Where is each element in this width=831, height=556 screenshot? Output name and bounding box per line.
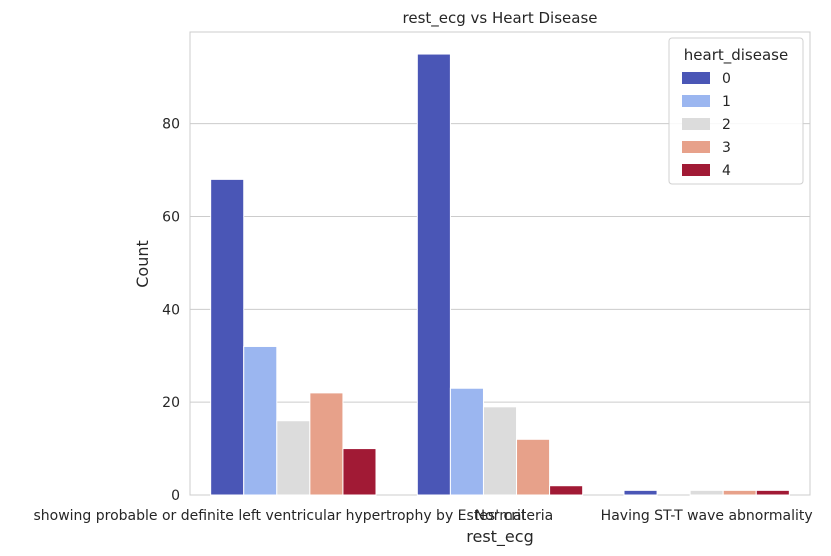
x-tick-label: Normal bbox=[475, 508, 526, 524]
legend-label: 1 bbox=[722, 94, 731, 110]
legend: heart_disease 0 1 2 3 4 bbox=[668, 37, 804, 185]
bar-series-3-cat-0 bbox=[309, 392, 344, 496]
x-tick-label: Having ST-T wave abnormality bbox=[601, 508, 813, 524]
bars bbox=[210, 53, 790, 496]
bar-series-0-cat-1 bbox=[416, 53, 451, 496]
legend-swatch bbox=[682, 141, 710, 153]
bar-series-2-cat-1 bbox=[482, 406, 518, 496]
x-tick-labels: showing probable or definite left ventri… bbox=[33, 508, 812, 524]
bar-series-4-cat-1 bbox=[549, 485, 584, 496]
legend-swatch bbox=[682, 164, 710, 176]
chart-title: rest_ecg vs Heart Disease bbox=[403, 9, 598, 28]
x-tick-label: showing probable or definite left ventri… bbox=[33, 508, 553, 524]
legend-title: heart_disease bbox=[684, 46, 788, 65]
bar-series-1-cat-0 bbox=[243, 345, 278, 496]
y-axis-title: Count bbox=[133, 240, 152, 288]
legend-swatch bbox=[682, 118, 710, 130]
bar-series-2-cat-0 bbox=[276, 420, 311, 496]
bar-series-3-cat-1 bbox=[516, 438, 551, 496]
legend-swatch bbox=[682, 95, 710, 107]
y-tick-label: 40 bbox=[162, 302, 180, 318]
y-tick-label: 0 bbox=[171, 488, 180, 504]
y-tick-label: 20 bbox=[162, 395, 180, 411]
legend-label: 4 bbox=[722, 163, 731, 179]
bar-series-0-cat-0 bbox=[210, 178, 245, 496]
bar-series-2-cat-2 bbox=[689, 489, 724, 496]
bar-series-3-cat-2 bbox=[722, 489, 757, 496]
legend-label: 0 bbox=[722, 71, 731, 87]
x-axis-title: rest_ecg bbox=[466, 527, 533, 547]
legend-label: 2 bbox=[722, 117, 731, 133]
legend-swatch bbox=[682, 72, 710, 84]
y-tick-label: 80 bbox=[162, 117, 180, 133]
y-tick-label: 60 bbox=[162, 210, 180, 226]
bar-series-4-cat-0 bbox=[342, 448, 377, 496]
legend-label: 3 bbox=[722, 140, 731, 156]
y-tick-labels: 0 20 40 60 80 bbox=[162, 117, 180, 504]
bar-series-4-cat-2 bbox=[755, 489, 790, 496]
legend-items: 0 1 2 3 4 bbox=[682, 71, 731, 179]
bar-series-0-cat-2 bbox=[623, 489, 658, 496]
bar-series-1-cat-1 bbox=[449, 387, 484, 496]
